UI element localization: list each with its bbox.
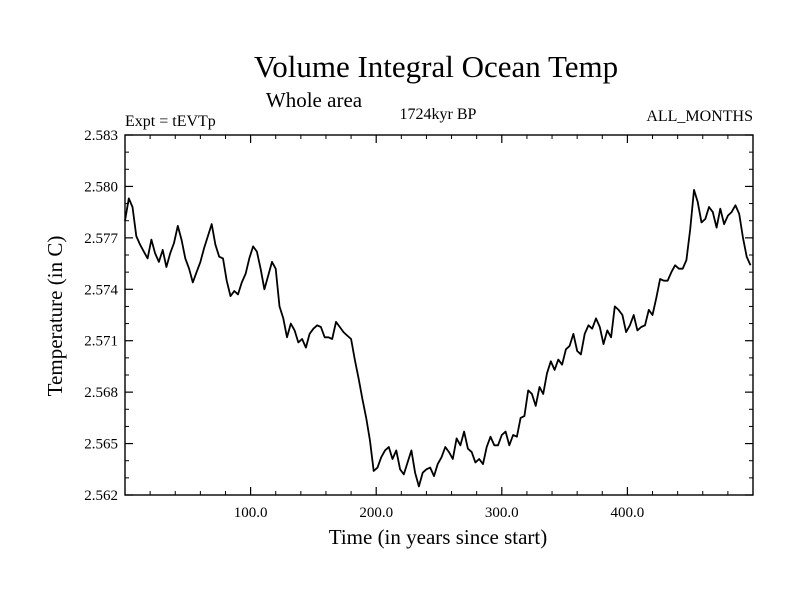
x-axis: 100.0 200.0 300.0 400.0 [149,135,729,521]
y-tick-label: 2.583 [84,128,118,144]
y-tick-label: 2.565 [84,437,118,453]
chart-subtitle: Whole area [266,88,363,112]
y-tick-label: 2.562 [84,488,118,504]
y-axis-label: Temperature (in C) [43,236,67,397]
plot-series [124,188,752,488]
y-tick-label: 2.571 [84,334,118,350]
x-tick-label: 300.0 [485,505,519,521]
x-tick-label: 100.0 [234,505,268,521]
y-tick-label: 2.568 [84,385,118,401]
chart-title: Volume Integral Ocean Temp [254,49,618,84]
y-axis: 2.562 2.565 2.568 2.571 2.574 2.577 2.580 2.583 [84,128,753,504]
temperature-series-line [124,188,752,488]
x-tick-label: 200.0 [359,505,393,521]
y-tick-label: 2.580 [84,179,118,195]
y-tick-label: 2.577 [84,231,118,247]
x-axis-label: Time (in years since start) [329,525,548,549]
months-annotation: ALL_MONTHS [646,108,753,125]
x-tick-label: 400.0 [611,505,645,521]
plot-frame [124,134,754,496]
period-annotation: 1724kyr BP [400,106,477,123]
experiment-annotation: Expt = tEVTp [125,113,216,130]
y-tick-label: 2.574 [84,282,118,298]
